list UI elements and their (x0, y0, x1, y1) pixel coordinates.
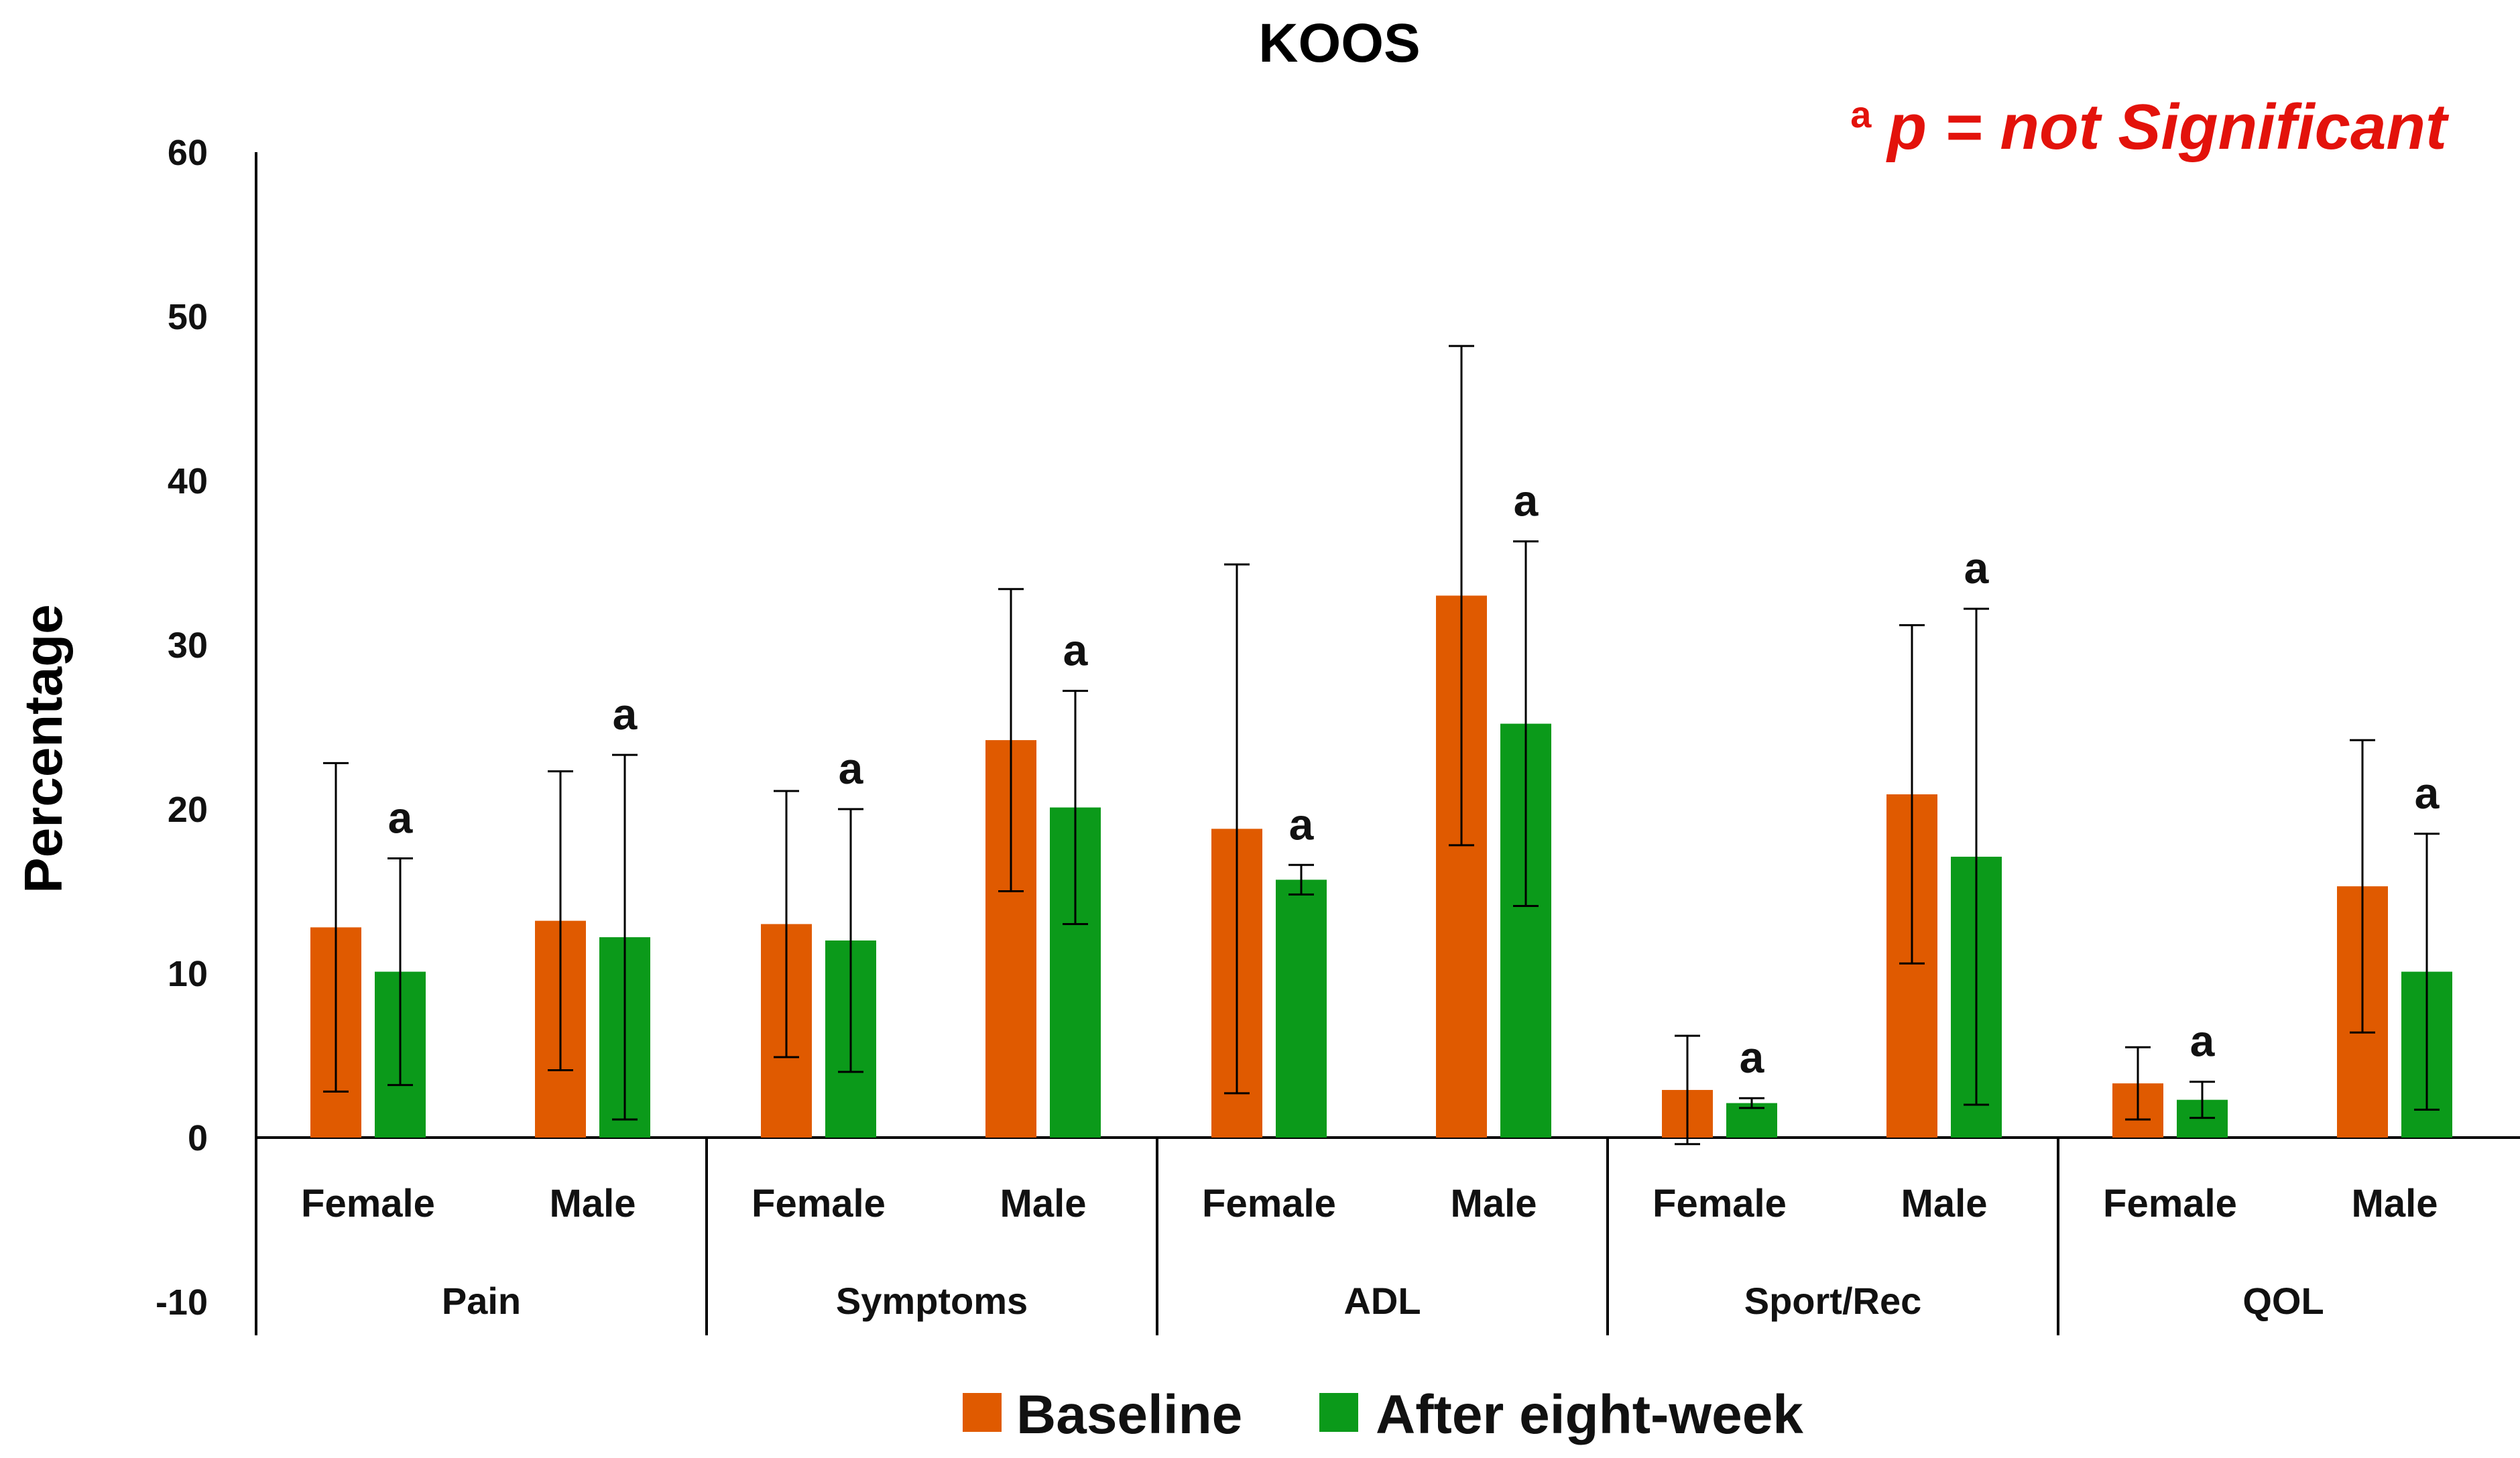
subcategory-label: Female (2103, 1182, 2237, 1225)
y-tick-label: 0 (188, 1118, 208, 1158)
subcategory-label: Female (752, 1182, 886, 1225)
significance-note-text: p = not Significant (1885, 91, 2450, 163)
x-axis-labels: Female Male Pain Female Male Symptoms Female Ma… (301, 1182, 2438, 1322)
axes (255, 152, 2520, 1335)
y-axis-ticks: -10 0 10 20 30 40 50 60 (156, 133, 208, 1323)
subcategory-label: Male (1901, 1182, 1988, 1225)
y-tick-label: 40 (168, 461, 208, 501)
group-label: ADL (1343, 1280, 1421, 1322)
significance-marker: a (1514, 476, 1539, 526)
bars (310, 595, 2452, 1138)
significance-marker: a (1740, 1032, 1765, 1082)
y-tick-label: 30 (168, 625, 208, 666)
significance-marker: a (613, 689, 638, 739)
legend-swatch-after-eight-week (1319, 1393, 1358, 1432)
y-tick-label: 20 (168, 790, 208, 830)
significance-note: a p = not Significant (1850, 91, 2450, 163)
subcategory-label: Female (1202, 1182, 1336, 1225)
significance-marker: a (2415, 768, 2440, 818)
y-tick-label: -10 (156, 1282, 208, 1323)
subcategory-label: Female (1653, 1182, 1787, 1225)
y-tick-label: 60 (168, 133, 208, 173)
subcategory-label: Female (301, 1182, 435, 1225)
error-bars (323, 345, 2440, 1146)
subcategory-label: Male (550, 1182, 636, 1225)
significance-note-superscript: a (1850, 93, 1872, 135)
group-label: Symptoms (836, 1280, 1028, 1322)
significance-marker: a (1063, 625, 1089, 675)
group-label: Sport/Rec (1744, 1280, 1922, 1322)
legend-swatch-baseline (963, 1393, 1002, 1432)
legend-label-after-eight-week: After eight-week (1376, 1384, 1803, 1445)
legend-label-baseline: Baseline (1016, 1384, 1242, 1445)
significance-marker: a (1964, 543, 1990, 593)
group-label: QOL (2242, 1280, 2324, 1322)
subcategory-label: Male (2352, 1182, 2438, 1225)
subcategory-label: Male (1451, 1182, 1537, 1225)
after-eight-week-bar (1276, 879, 1327, 1138)
y-axis-label: Percentage (13, 604, 73, 893)
legend: Baseline After eight-week (963, 1384, 1803, 1445)
subcategory-label: Male (1000, 1182, 1087, 1225)
group-label: Pain (442, 1280, 521, 1322)
significance-marker: a (2190, 1016, 2216, 1066)
y-tick-label: 10 (168, 954, 208, 994)
significance-marker: a (388, 793, 414, 843)
significance-marker: a (1289, 799, 1315, 849)
y-tick-label: 50 (168, 297, 208, 337)
significance-marker: a (839, 743, 864, 793)
chart-title: KOOS (1258, 13, 1420, 74)
significance-markers: a a a a a a a a a a (388, 476, 2440, 1083)
